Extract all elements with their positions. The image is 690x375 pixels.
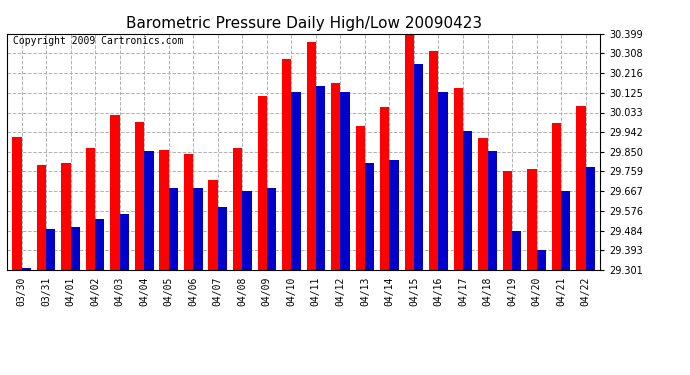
Text: Copyright 2009 Cartronics.com: Copyright 2009 Cartronics.com: [13, 36, 184, 46]
Bar: [340, 92, 350, 270]
Bar: [355, 126, 365, 270]
Bar: [70, 227, 80, 270]
Bar: [389, 160, 399, 270]
Bar: [503, 171, 512, 270]
Bar: [537, 250, 546, 270]
Bar: [331, 83, 340, 270]
Bar: [552, 123, 561, 270]
Bar: [61, 163, 70, 270]
Bar: [586, 167, 595, 270]
Bar: [488, 151, 497, 270]
Bar: [576, 106, 586, 270]
Bar: [119, 214, 129, 270]
Bar: [37, 165, 46, 270]
Bar: [21, 268, 31, 270]
Bar: [257, 96, 267, 270]
Bar: [12, 137, 21, 270]
Bar: [316, 86, 325, 270]
Bar: [46, 230, 55, 270]
Bar: [169, 189, 178, 270]
Bar: [463, 131, 472, 270]
Bar: [233, 148, 242, 270]
Title: Barometric Pressure Daily High/Low 20090423: Barometric Pressure Daily High/Low 20090…: [126, 16, 482, 31]
Bar: [438, 92, 448, 270]
Bar: [414, 64, 423, 270]
Bar: [306, 42, 316, 270]
Bar: [282, 59, 291, 270]
Bar: [291, 92, 301, 270]
Bar: [95, 219, 104, 270]
Bar: [527, 169, 537, 270]
Bar: [110, 115, 119, 270]
Bar: [478, 138, 488, 270]
Bar: [404, 33, 414, 270]
Bar: [267, 189, 276, 270]
Bar: [453, 88, 463, 270]
Bar: [218, 207, 227, 270]
Bar: [365, 163, 374, 270]
Bar: [86, 148, 95, 270]
Bar: [208, 180, 218, 270]
Bar: [561, 190, 571, 270]
Bar: [184, 154, 193, 270]
Bar: [144, 151, 154, 270]
Bar: [135, 122, 144, 270]
Bar: [159, 150, 169, 270]
Bar: [193, 189, 203, 270]
Bar: [242, 190, 252, 270]
Bar: [512, 231, 522, 270]
Bar: [380, 107, 389, 270]
Bar: [429, 51, 438, 270]
